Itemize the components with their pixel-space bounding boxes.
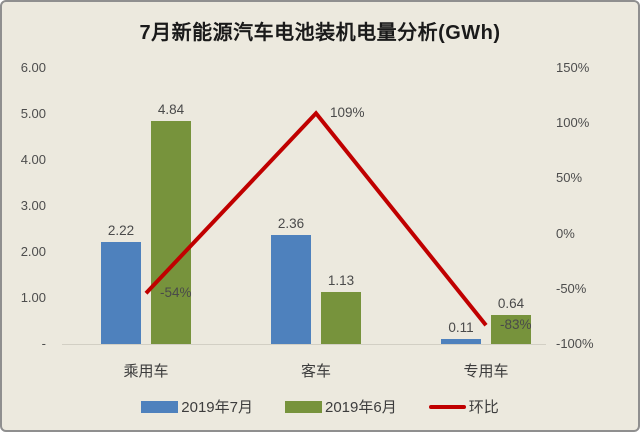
left-axis-tick: 6.00 xyxy=(20,60,46,75)
chart-title: 7月新能源汽车电池装机电量分析(GWh) xyxy=(139,22,501,44)
bar-july-0 xyxy=(101,242,141,344)
bar-june-2 xyxy=(491,315,531,344)
bar-value-label: 4.84 xyxy=(157,102,185,117)
left-axis-tick: 4.00 xyxy=(20,152,46,167)
bar-june-1 xyxy=(321,292,361,344)
right-axis-tick: -50% xyxy=(556,280,587,296)
right-axis-tick: 50% xyxy=(556,170,583,186)
legend-label-ratio: 环比 xyxy=(468,399,499,416)
left-axis-tick: 1.00 xyxy=(20,290,46,305)
bar-value-label: 0.11 xyxy=(448,320,474,335)
left-axis-tick: 5.00 xyxy=(20,106,46,121)
bar-july-1 xyxy=(271,235,311,344)
ratio-point-label: -54% xyxy=(160,285,192,301)
right-axis-tick: 0% xyxy=(556,225,575,241)
right-axis-tick: -100% xyxy=(556,336,594,351)
legend-label-july: 2019年7月 xyxy=(181,399,253,416)
bar-value-label: 2.36 xyxy=(277,216,305,231)
x-axis-line xyxy=(62,344,546,345)
ratio-point-label: -83% xyxy=(500,317,532,333)
right-axis-tick: 150% xyxy=(556,60,590,75)
bar-value-label: 1.13 xyxy=(327,273,355,288)
legend-label-june: 2019年6月 xyxy=(324,399,397,416)
july-series-swatch xyxy=(141,400,179,413)
category-label-0: 乘用车 xyxy=(123,363,169,380)
category-label-2: 专用车 xyxy=(463,363,509,380)
legend-item-ratio: 环比 xyxy=(428,396,499,417)
right-axis-tick: 100% xyxy=(556,115,590,131)
category-label-1: 客车 xyxy=(300,363,331,380)
bar-value-label: 0.64 xyxy=(497,296,525,311)
legend-item-june: 2019年6月 xyxy=(284,396,397,417)
bar-july-2 xyxy=(441,339,481,344)
left-axis-tick: - xyxy=(41,336,46,351)
bar-june-0 xyxy=(151,121,191,344)
left-axis-tick: 3.00 xyxy=(20,198,46,213)
ratio-line-swatch xyxy=(428,404,466,409)
legend: 2019年7月 2019年6月 环比 xyxy=(2,396,638,417)
legend-item-july: 2019年7月 xyxy=(141,396,253,417)
bar-value-label: 2.22 xyxy=(107,223,135,238)
left-axis-tick: 2.00 xyxy=(20,244,46,259)
ratio-point-label: 109% xyxy=(330,105,365,121)
june-series-swatch xyxy=(284,400,322,413)
